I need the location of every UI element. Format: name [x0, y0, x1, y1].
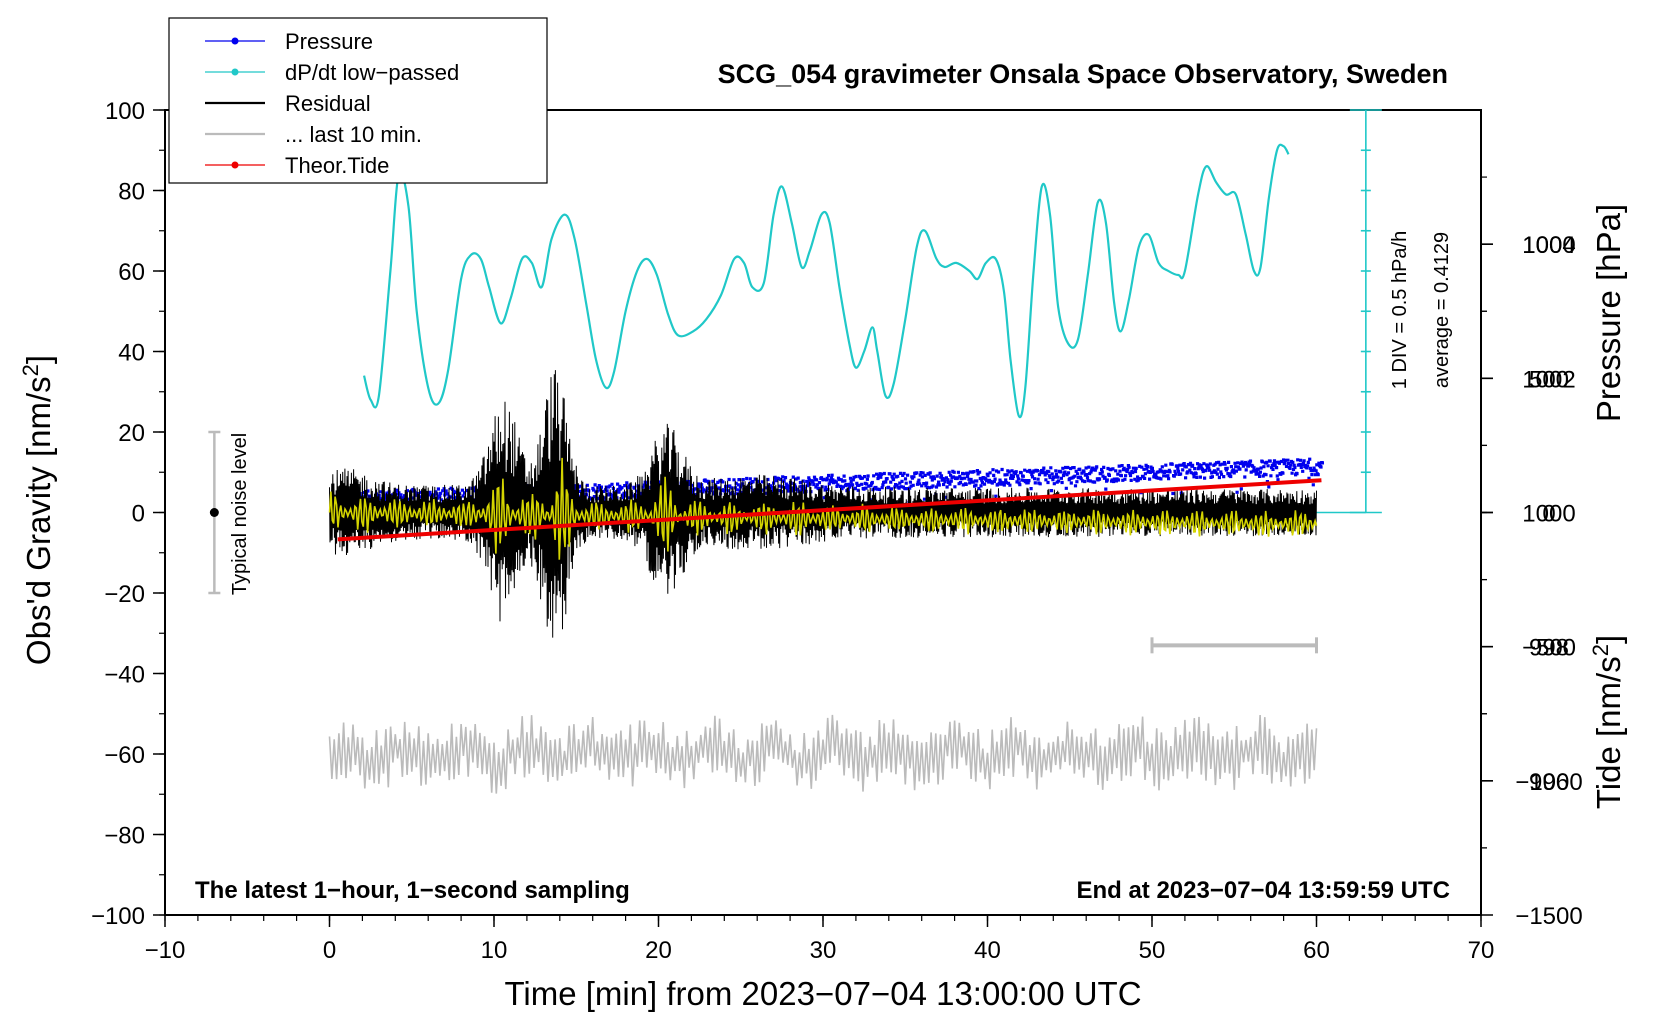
x-tick-label-7: 60 — [1303, 937, 1330, 964]
y-left-tick-label-0: 100 — [105, 98, 145, 125]
y-tide-tick-label-1: 500 — [1529, 366, 1569, 393]
legend-marker-1 — [231, 68, 239, 76]
y-tide-tick-label-4: −1000 — [1515, 769, 1582, 796]
y-left-tick-label-4: 20 — [118, 420, 145, 447]
y-left-tick-label-3: 40 — [118, 340, 145, 367]
y-left-tick-label-6: −20 — [104, 581, 145, 608]
y-tide-tick-label-2: 0 — [1542, 501, 1555, 528]
x-axis: −10 0 10 20 30 40 50 60 70 — [145, 915, 1495, 964]
x-tick-label-0: −10 — [145, 937, 186, 964]
last10-curve — [328, 714, 1318, 794]
y-tide-tick-label-3: −500 — [1522, 635, 1576, 662]
legend-label-4: Theor.Tide — [285, 153, 389, 178]
legend-label-1: dP/dt low−passed — [285, 60, 459, 85]
dpdt-curve — [362, 143, 1290, 419]
x-tick-label-8: 70 — [1468, 937, 1495, 964]
y-axis-pressure: 1004 1002 1000 998 996 — [1481, 176, 1576, 849]
legend-label-2: Residual — [285, 91, 371, 116]
legend-label-3: ... last 10 min. — [285, 122, 422, 147]
scale-bar — [1349, 109, 1382, 514]
y-left-tick-label-9: −80 — [104, 823, 145, 850]
y-pressure-tick-label-0: 1004 — [1522, 232, 1575, 259]
window-bar — [1150, 637, 1318, 654]
end-time-note: End at 2023−07−04 13:59:59 UTC — [1076, 877, 1450, 904]
y-pressure-tick-label-3: 998 — [1529, 635, 1569, 662]
residual-curve — [329, 370, 1317, 638]
y-tide-tick-label-0: 1000 — [1522, 232, 1575, 259]
x-tick-label-1: 0 — [323, 937, 336, 964]
y-left-tick-label-5: 0 — [132, 501, 145, 528]
y-axis-left: 100 80 60 40 20 0 −20 −40 −60 −80 −100 — [91, 98, 165, 930]
sampling-note: The latest 1−hour, 1−second sampling — [195, 877, 630, 904]
y-pressure-tick-label-2: 1000 — [1522, 501, 1575, 528]
scale-div-label: 1 DIV = 0.5 hPa/h — [1389, 231, 1411, 389]
x-tick-label-6: 50 — [1139, 937, 1166, 964]
noise-bar — [208, 430, 221, 595]
x-tick-label-2: 10 — [481, 937, 508, 964]
y-left-tick-label-10: −100 — [91, 903, 145, 930]
y-left-tick-label-8: −60 — [104, 742, 145, 769]
y-axis-tide-title: Tide [nm/s2] — [1588, 635, 1627, 809]
y-left-tick-label-2: 60 — [118, 259, 145, 286]
y-axis-tide-title-sup: 2 — [1588, 644, 1613, 656]
y-axis-left-title: Obs'd Gravity [nm/s2] — [18, 355, 57, 665]
scale-average-label: average = 0.4129 — [1431, 232, 1453, 388]
y-left-tick-label-1: 80 — [118, 179, 145, 206]
x-tick-label-4: 30 — [810, 937, 837, 964]
y-axis-pressure-title: Pressure [hPa] — [1590, 204, 1627, 422]
x-tick-label-3: 20 — [645, 937, 672, 964]
y-axis-left-title-sup: 2 — [18, 364, 43, 376]
legend-marker-0 — [231, 37, 239, 45]
last10-series — [328, 714, 1318, 794]
tide-series — [337, 478, 1322, 542]
dpdt-series — [362, 143, 1290, 419]
x-axis-title: Time [min] from 2023−07−04 13:00:00 UTC — [504, 975, 1141, 1012]
chart-title: SCG_054 gravimeter Onsala Space Observat… — [718, 59, 1448, 89]
residual-series — [329, 370, 1317, 638]
y-left-tick-label-7: −40 — [104, 662, 145, 689]
x-tick-label-5: 40 — [974, 937, 1001, 964]
legend-label-0: Pressure — [285, 29, 373, 54]
legend: Pressure dP/dt low−passed Residual ... last… — [168, 17, 548, 184]
y-tide-tick-label-5: −1500 — [1515, 903, 1582, 930]
legend-marker-4 — [231, 161, 239, 169]
y-pressure-tick-label-4: 996 — [1529, 769, 1569, 796]
legend-box — [168, 17, 548, 184]
noise-level-label: Typical noise level — [229, 433, 251, 595]
y-axis-tide: 1000 500 0 −500 −1000 −1500 — [1481, 232, 1583, 930]
y-pressure-tick-label-1: 1002 — [1522, 366, 1575, 393]
tide-line — [337, 478, 1322, 542]
noise-bar-dot — [209, 508, 219, 517]
